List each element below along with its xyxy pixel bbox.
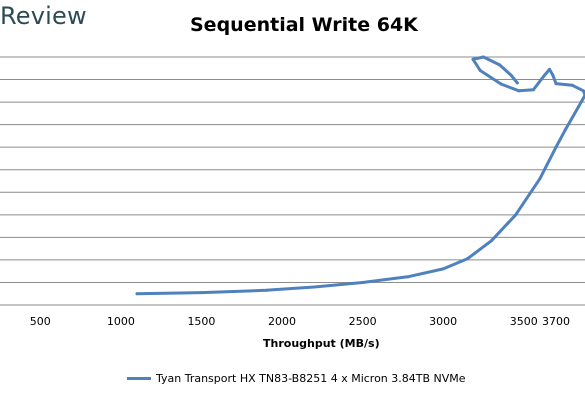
x-tick-label: 1000 xyxy=(107,315,135,328)
gridlines xyxy=(0,56,585,306)
x-tick-label: 3000 xyxy=(429,315,457,328)
legend-entry-label: Tyan Transport HX TN83-B8251 4 x Micron … xyxy=(156,372,466,385)
data-point xyxy=(564,127,568,131)
data-point xyxy=(509,73,513,77)
x-tick-label: 3500 xyxy=(510,315,538,328)
data-point xyxy=(515,81,519,85)
data-point xyxy=(471,57,475,61)
data-point xyxy=(465,257,469,261)
data-point xyxy=(361,280,365,284)
data-point xyxy=(581,89,585,93)
data-point xyxy=(531,88,535,92)
x-tick-label: 2000 xyxy=(268,315,296,328)
data-point xyxy=(554,145,558,149)
data-points xyxy=(135,55,585,296)
data-point xyxy=(199,291,203,295)
data-point xyxy=(517,89,521,93)
x-tick-label: 1500 xyxy=(187,315,215,328)
x-tick-label: 500 xyxy=(30,315,51,328)
data-point xyxy=(441,267,445,271)
brand-logo-text: Review xyxy=(0,2,87,30)
chart-title: Sequential Write 64K xyxy=(190,14,418,36)
data-point xyxy=(478,69,482,73)
data-point xyxy=(570,83,574,87)
data-point xyxy=(538,177,542,181)
x-axis-label: Throughput (MB/s) xyxy=(263,337,380,350)
data-point xyxy=(514,213,518,217)
x-tick-label: 3700 xyxy=(542,315,570,328)
data-point xyxy=(577,105,581,109)
series-line xyxy=(135,55,585,296)
data-point xyxy=(498,63,502,67)
data-point xyxy=(481,55,485,59)
data-point xyxy=(554,82,558,86)
data-point xyxy=(551,73,555,77)
data-point xyxy=(490,239,494,243)
legend-swatch xyxy=(127,377,151,380)
x-axis-ticks: 500 1000 1500 2000 2500 3000 3500 3700 xyxy=(30,315,570,328)
data-point xyxy=(135,292,139,296)
x-tick-label: 2500 xyxy=(349,315,377,328)
data-point xyxy=(312,285,316,289)
data-point xyxy=(543,73,547,77)
legend: Tyan Transport HX TN83-B8251 4 x Micron … xyxy=(127,372,466,385)
data-point xyxy=(406,275,410,279)
data-point xyxy=(548,67,552,71)
data-point xyxy=(264,288,268,292)
data-point xyxy=(499,82,503,86)
